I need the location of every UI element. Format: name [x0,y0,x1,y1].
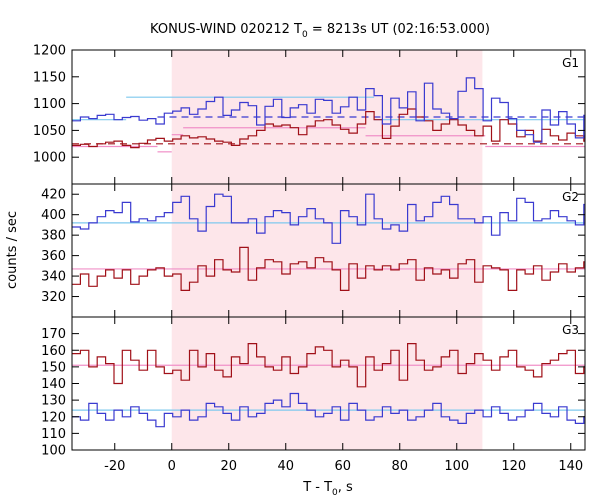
y-tick-label-g1: 1150 [33,70,66,85]
y-tick-label-g1: 1000 [33,151,66,166]
y-axis-title: counts / sec [5,211,20,289]
shaded-interval-g2 [171,184,483,317]
panel-label-g3: G3 [562,323,579,337]
x-tick-label: 140 [558,459,583,474]
y-tick-label-g3: 150 [41,360,66,375]
x-tick-label: 100 [444,459,469,474]
y-tick-label-g2: 380 [41,229,66,244]
chart-title: KONUS-WIND 020212 T0 = 8213s UT (02:16:5… [150,22,490,40]
y-tick-label-g2: 360 [41,249,66,264]
x-tick-label: 0 [168,459,176,474]
panel-label-g2: G2 [562,190,579,204]
red-series-g3 [72,343,585,388]
x-axis-title: T - T0, s [302,480,353,498]
y-tick-label-g3: 100 [41,444,66,459]
x-tick-label: 40 [277,459,294,474]
panel-label-g1: G1 [562,56,579,70]
y-tick-label-g2: 420 [41,188,66,203]
x-tick-label: 120 [501,459,526,474]
x-tick-label: 80 [391,459,408,474]
y-tick-label-g1: 1050 [33,124,66,139]
y-tick-label-g3: 110 [41,427,66,442]
y-tick-label-g2: 400 [41,208,66,223]
plot-area: 10001050110011501200G1320340360380400420… [33,44,586,474]
y-tick-label-g3: 130 [41,394,66,409]
y-tick-label-g3: 140 [41,377,66,392]
y-tick-label-g3: 120 [41,410,66,425]
blue-series-g3 [72,392,585,428]
y-tick-label-g3: 160 [41,344,66,359]
y-tick-label-g2: 320 [41,290,66,305]
x-tick-label: 20 [220,459,237,474]
red-series-g2 [72,246,585,291]
x-tick-label: -20 [104,459,125,474]
blue-series-g1 [72,77,585,143]
y-tick-label-g1: 1100 [33,97,66,112]
y-tick-label-g2: 340 [41,270,66,285]
y-tick-label-g3: 170 [41,327,66,342]
x-tick-label: 60 [334,459,351,474]
shaded-interval-g3 [171,317,483,450]
blue-series-g2 [72,193,585,244]
y-tick-label-g1: 1200 [33,44,66,59]
